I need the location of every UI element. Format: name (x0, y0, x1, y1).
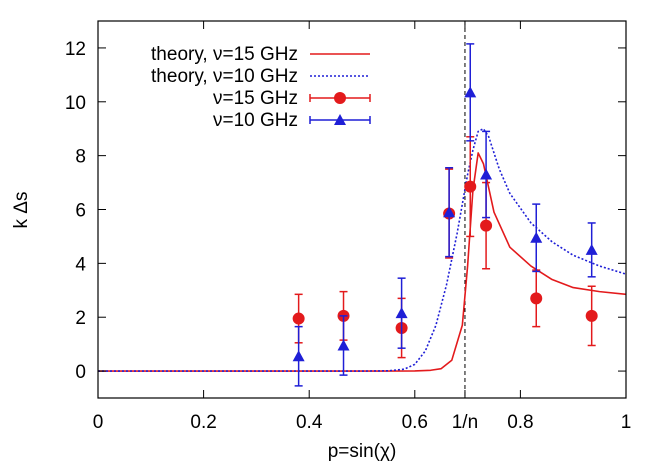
legend-label-1: theory, ν=10 GHz (151, 66, 298, 87)
data-point-2-0 (292, 312, 305, 325)
y-tick-label: 8 (75, 147, 86, 168)
y-tick-label: 12 (65, 39, 86, 60)
y-axis-label: k Δs (11, 192, 32, 229)
x-tick-label: 1 (621, 412, 632, 433)
x-axis-label: p=sin(χ) (328, 441, 397, 462)
data-point-3-2 (395, 307, 408, 319)
legend-label-3: ν=10 GHz (213, 110, 298, 131)
x-tick-label: 0.8 (507, 412, 533, 433)
series-layer (98, 21, 626, 398)
data-point-3-6 (530, 231, 543, 243)
x-tick-label: 1/n (452, 412, 478, 433)
x-tick-label: 0 (93, 412, 104, 433)
data-point-3-3 (443, 206, 456, 218)
series-line-1 (98, 127, 626, 372)
y-tick-label: 2 (75, 308, 86, 329)
data-point-3-4 (464, 86, 477, 98)
data-point-3-7 (585, 243, 598, 255)
data-point-2-5 (480, 219, 493, 232)
x-tick-label: 0.4 (296, 412, 323, 433)
y-tick-label: 10 (65, 93, 86, 114)
x-tick-label: 0.2 (190, 412, 216, 433)
data-point-2-7 (585, 309, 598, 322)
legend-label-2: ν=15 GHz (213, 88, 298, 109)
series-line-0 (98, 152, 626, 372)
y-tick-label: 6 (75, 201, 86, 222)
legend-marker-3 (334, 114, 346, 125)
x-tick-label: 0.6 (402, 412, 428, 433)
data-point-3-5 (480, 168, 493, 180)
y-tick-label: 0 (75, 362, 86, 383)
legend-label-0: theory, ν=15 GHz (151, 44, 298, 65)
data-point-2-4 (464, 180, 477, 193)
legend-marker-2 (334, 92, 346, 104)
data-point-2-6 (530, 292, 543, 305)
data-point-3-0 (292, 350, 305, 362)
y-tick-label: 4 (75, 254, 86, 275)
data-point-3-1 (337, 339, 350, 351)
axes-layer: 0 2 4 6 8 10 12 0 0.2 0.4 0.6 1/n 0.8 1 (65, 20, 632, 433)
